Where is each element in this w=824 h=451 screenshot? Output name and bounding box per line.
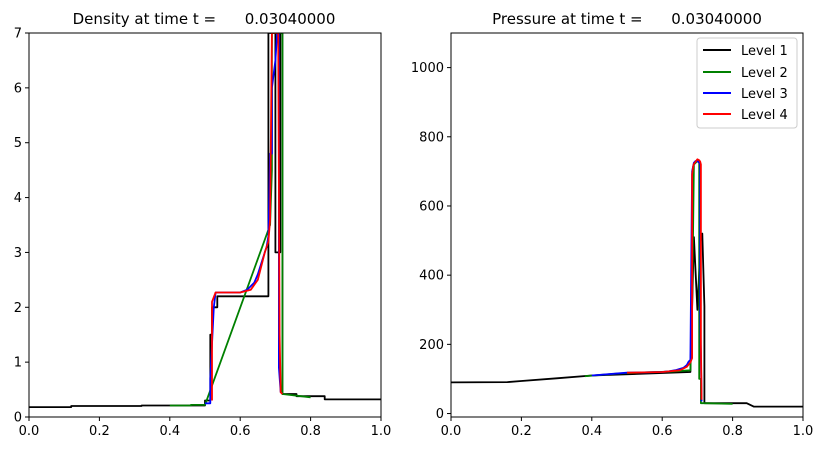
density-ytick-label: 6 <box>14 81 22 96</box>
density-xtick-label: 0.6 <box>230 424 251 439</box>
density-xtick-label: 0.2 <box>89 424 110 439</box>
density-ytick-label: 4 <box>14 191 22 206</box>
pressure-series-4-line <box>626 158 703 400</box>
density-y-axis: 0 1 2 3 4 5 6 7 <box>14 27 29 426</box>
legend-label-level-4: Level 4 <box>741 108 788 123</box>
pressure-axes-frame <box>450 32 804 418</box>
pressure-ytick-label: 1000 <box>411 61 444 76</box>
pressure-series-group <box>451 158 803 408</box>
legend: Level 1 Level 2 Level 3 Level 4 <box>696 37 798 129</box>
density-x-axis: 0.0 0.2 0.4 0.6 0.8 1.0 <box>19 417 392 439</box>
pressure-x-axis: 0.0 0.2 0.4 0.6 0.8 1.0 <box>441 417 814 439</box>
density-title: Density at time t = 0.03040000 <box>73 10 336 28</box>
pressure-xtick-label: 0.8 <box>722 424 743 439</box>
density-ytick-label: 5 <box>14 136 22 151</box>
legend-entry-level-4: Level 4 <box>703 108 788 123</box>
density-ytick-label: 0 <box>14 411 22 426</box>
pressure-xtick-label: 0.4 <box>581 424 602 439</box>
legend-label-level-3: Level 3 <box>741 87 788 102</box>
density-ytick-label: 1 <box>14 356 22 371</box>
pressure-ytick-label: 600 <box>419 199 444 214</box>
density-xtick-label: 0.0 <box>19 424 40 439</box>
pressure-title: Pressure at time t = 0.03040000 <box>492 10 762 28</box>
density-ytick-label: 2 <box>14 301 22 316</box>
pressure-xtick-label: 1.0 <box>793 424 814 439</box>
pressure-ytick-label: 400 <box>419 269 444 284</box>
density-axes-frame <box>28 32 382 418</box>
density-series-4-line <box>211 33 284 401</box>
legend-entry-level-3: Level 3 <box>703 87 788 102</box>
legend-entry-level-1: Level 1 <box>703 44 788 59</box>
density-ytick-label: 7 <box>14 27 22 42</box>
pressure-xtick-label: 0.0 <box>441 424 462 439</box>
density-panel: Density at time t = 0.03040000 0.0 0.2 0.4… <box>14 10 392 439</box>
pressure-panel: Pressure at time t = 0.03040000 0.0 0.2 0.… <box>411 10 813 439</box>
pressure-y-axis: 0 200 400 600 800 1000 <box>411 61 451 422</box>
pressure-xtick-label: 0.6 <box>652 424 673 439</box>
legend-box <box>696 37 798 129</box>
legend-label-level-2: Level 2 <box>741 66 788 81</box>
density-ytick-label: 3 <box>14 246 22 261</box>
pressure-xtick-label: 0.2 <box>511 424 532 439</box>
density-xtick-label: 1.0 <box>371 424 392 439</box>
pressure-ytick-label: 800 <box>419 130 444 145</box>
density-series-2-line <box>169 33 311 407</box>
pressure-ytick-label: 0 <box>436 407 444 422</box>
legend-label-level-1: Level 1 <box>741 44 788 59</box>
legend-entry-level-2: Level 2 <box>703 66 788 81</box>
density-xtick-label: 0.4 <box>159 424 180 439</box>
density-xtick-label: 0.8 <box>300 424 321 439</box>
density-series-group <box>29 33 381 409</box>
pressure-ytick-label: 200 <box>419 338 444 353</box>
density-series-1-line <box>29 33 381 409</box>
